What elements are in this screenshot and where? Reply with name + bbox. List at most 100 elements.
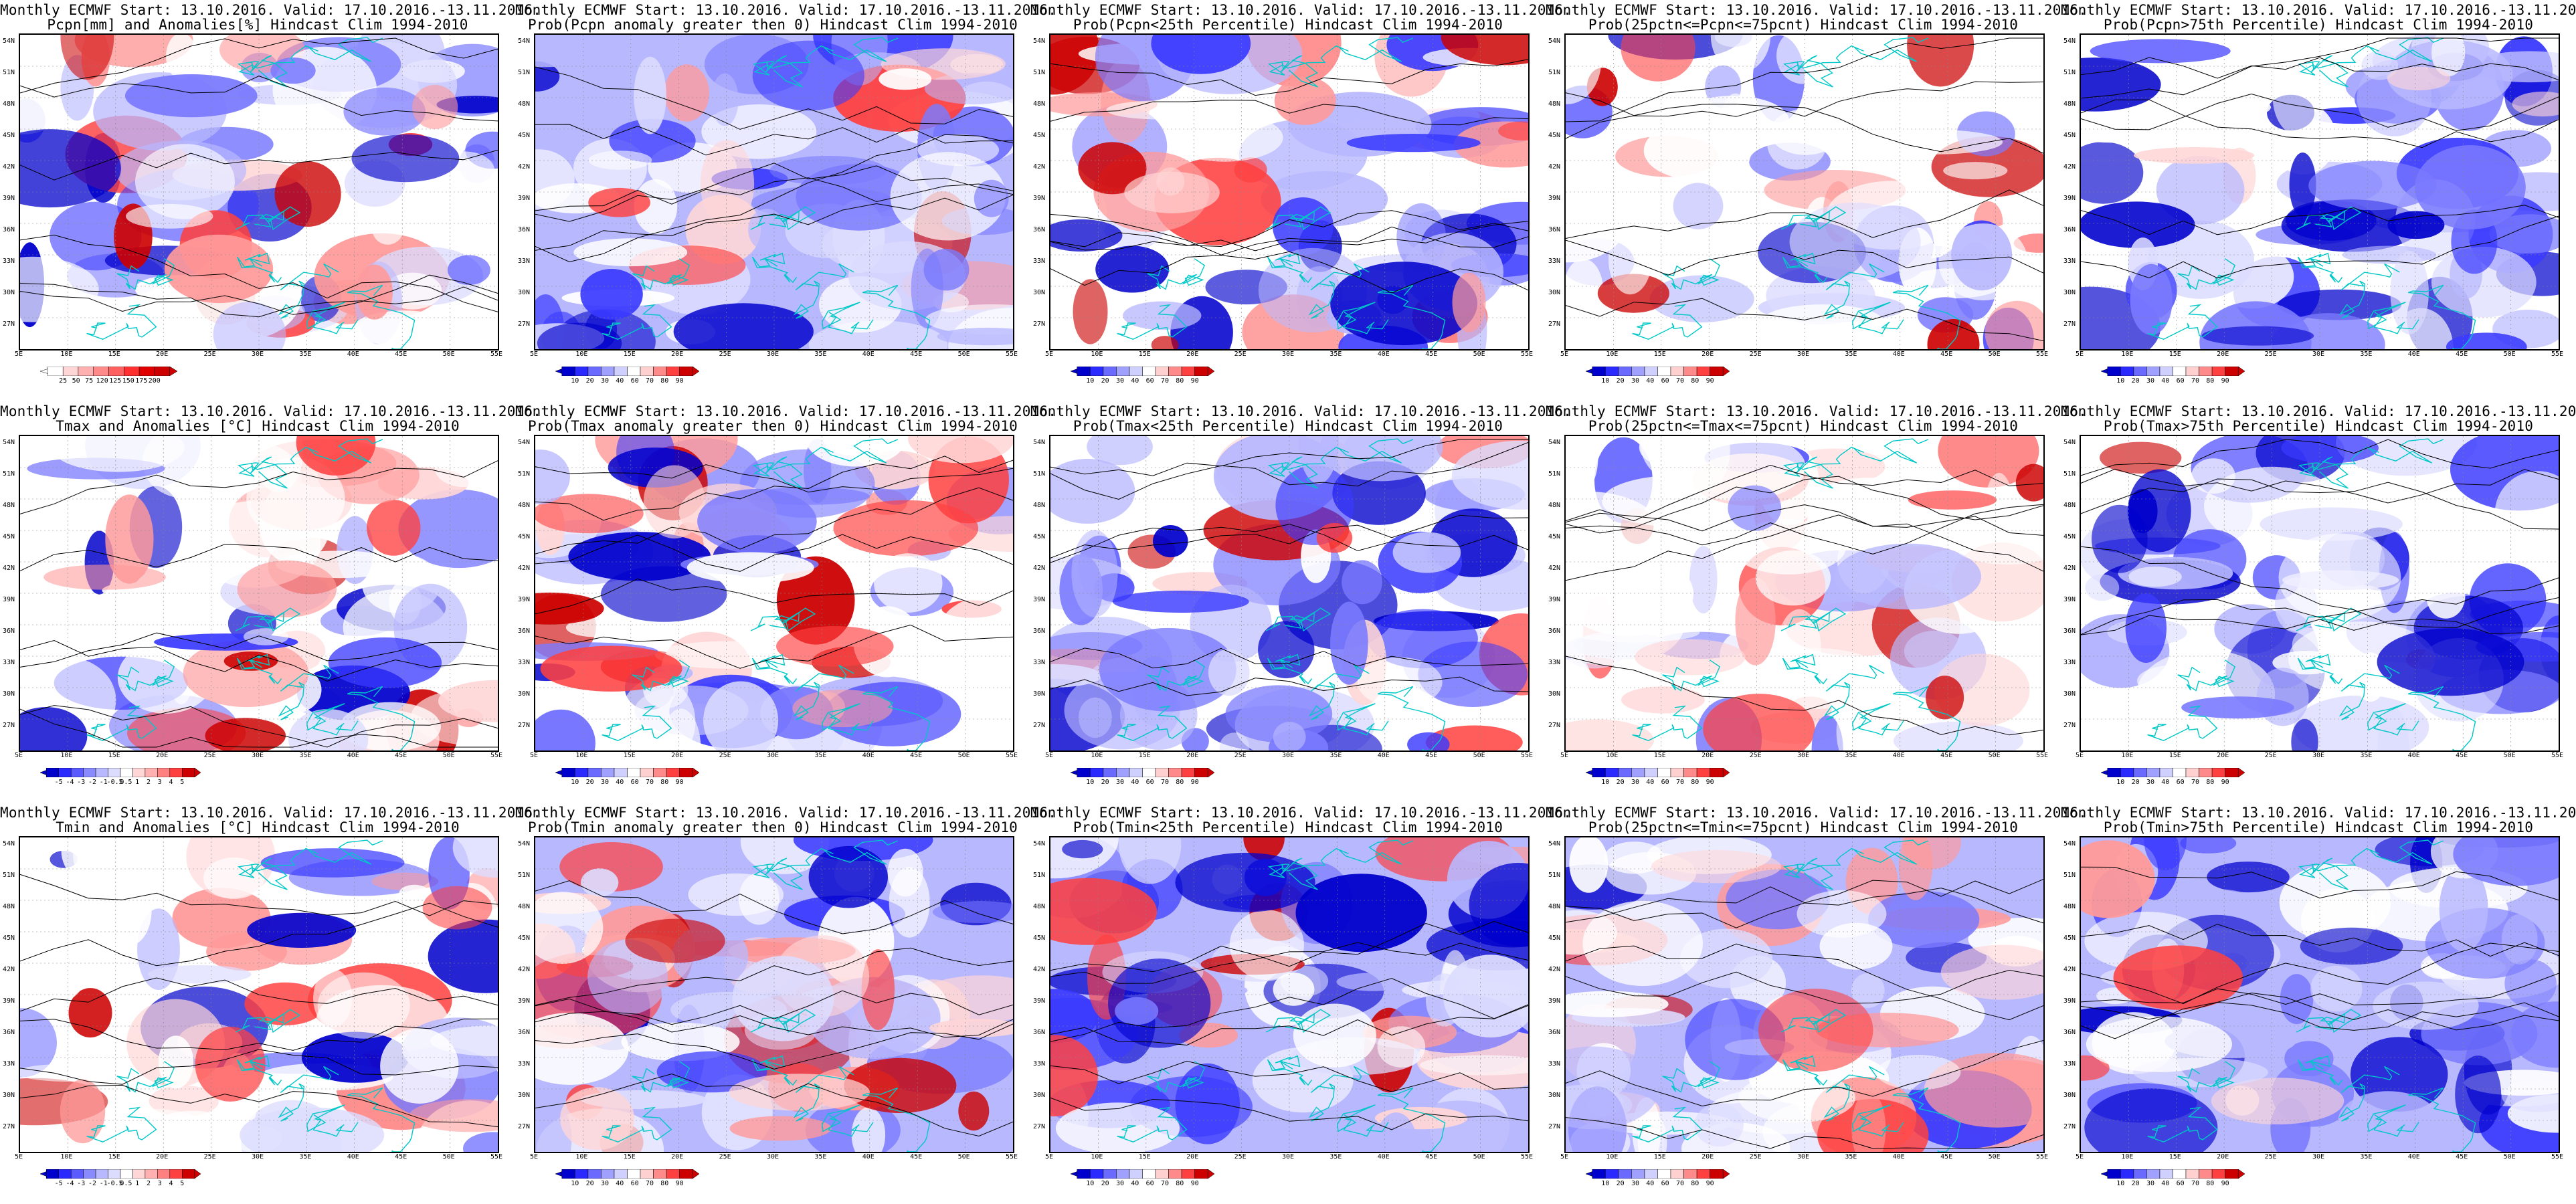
colorbar-tick-label: 10 xyxy=(1086,779,1095,786)
lon-tick-label: 25E xyxy=(1749,752,1762,759)
lat-tick-label: 45N xyxy=(518,533,531,540)
forecast-map xyxy=(1564,836,2045,1153)
lat-tick-label: 42N xyxy=(1548,565,1561,572)
lon-tick-label: 45E xyxy=(1425,752,1438,759)
colorbar-tick-label: 80 xyxy=(660,1180,669,1187)
lon-tick-label: 20E xyxy=(1186,752,1199,759)
colorbar xyxy=(555,1169,699,1179)
lon-tick-label: 40E xyxy=(862,752,875,759)
lon-tick-label: 40E xyxy=(862,1153,875,1161)
colorbar-tick-label: 40 xyxy=(2161,779,2170,786)
lon-tick-label: 55E xyxy=(1005,350,1018,358)
lon-axis: 5E 10E 15E 20E 25E 30E 35E 40E 45E 50E 55E xyxy=(15,350,502,360)
lat-tick-label: 27N xyxy=(1033,1123,1046,1130)
panel-title-field: Tmin and Anomalies [°C] Hindcast Clim 19… xyxy=(56,819,460,835)
colorbar xyxy=(40,1169,201,1179)
lat-tick-label: 39N xyxy=(3,997,15,1005)
forecast-map xyxy=(1564,435,2045,752)
shaded-field xyxy=(535,436,1013,750)
forecast-panel: Monthly ECMWF Start: 13.10.2016. Valid: … xyxy=(1030,401,1572,803)
colorbar-tick-label: -1 xyxy=(99,779,108,786)
lon-tick-label: 10E xyxy=(2121,350,2134,358)
lat-tick-label: 51N xyxy=(2063,470,2076,478)
lon-tick-label: 10E xyxy=(575,350,588,358)
lat-tick-label: 48N xyxy=(2063,903,2076,910)
shaded-field xyxy=(1050,436,1528,750)
panel-title-field: Prob(Tmax<25th Percentile) Hindcast Clim… xyxy=(1073,418,1503,434)
lon-axis: 5E 10E 15E 20E 25E 30E 35E 40E 45E 50E 55E xyxy=(1560,1153,2048,1163)
colorbar-tick-label: -3 xyxy=(77,1180,86,1187)
colorbar-tick-label: 70 xyxy=(645,779,654,786)
shaded-field xyxy=(20,35,498,349)
colorbar-tick-label: 3 xyxy=(157,779,162,786)
lat-tick-label: 36N xyxy=(3,1029,15,1036)
colorbar-tick-label: 80 xyxy=(1176,1180,1184,1187)
panel-title-run: Monthly ECMWF Start: 13.10.2016. Valid: … xyxy=(2061,2,2576,18)
lon-tick-label: 30E xyxy=(1797,350,1810,358)
lon-tick-label: 45E xyxy=(395,350,407,358)
colorbar-tick-label: 70 xyxy=(1160,377,1170,385)
lat-tick-label: 54N xyxy=(2063,439,2076,446)
lat-tick-label: 51N xyxy=(518,872,531,879)
lat-tick-label: 39N xyxy=(1548,195,1561,202)
lon-tick-label: 10E xyxy=(2121,752,2134,759)
lon-tick-label: 45E xyxy=(910,752,923,759)
lon-tick-label: 40E xyxy=(1377,752,1390,759)
lat-tick-label: 33N xyxy=(2063,1060,2076,1068)
colorbar-tick-label: 10 xyxy=(2116,1180,2125,1187)
colorbar-tick-label: 10 xyxy=(1601,1180,1610,1187)
lat-tick-label: 51N xyxy=(1033,69,1046,76)
colorbar-tick-label: 10 xyxy=(1086,377,1095,385)
lon-tick-label: 35E xyxy=(1329,1153,1342,1161)
lon-tick-label: 40E xyxy=(347,752,359,759)
lat-tick-label: 45N xyxy=(2063,533,2076,540)
lat-tick-label: 30N xyxy=(1033,289,1046,296)
colorbar-ticks: 10 20 30 40 60 70 80 90 xyxy=(1586,377,1730,385)
lon-tick-label: 35E xyxy=(814,752,827,759)
lat-tick-label: 27N xyxy=(1033,320,1046,328)
forecast-map xyxy=(1049,33,1530,350)
lon-tick-label: 30E xyxy=(1797,752,1810,759)
lat-tick-label: 33N xyxy=(518,659,531,666)
lat-tick-label: 30N xyxy=(518,690,531,698)
lon-tick-label: 35E xyxy=(2360,350,2373,358)
lat-tick-label: 30N xyxy=(1548,1092,1561,1099)
colorbar-tick-label: 20 xyxy=(1616,779,1625,786)
lon-tick-label: 30E xyxy=(1281,350,1295,358)
colorbar-tick-label: 80 xyxy=(1691,779,1699,786)
lon-tick-label: 40E xyxy=(1892,1153,1905,1161)
forecast-panel: Monthly ECMWF Start: 13.10.2016. Valid: … xyxy=(0,401,541,803)
lat-tick-label: 36N xyxy=(1033,1029,1046,1036)
colorbar-tick-label: 60 xyxy=(1661,377,1669,385)
lat-tick-label: 54N xyxy=(1548,37,1561,45)
lon-tick-label: 25E xyxy=(1234,1153,1247,1161)
colorbar-tick-label: 4 xyxy=(169,1180,173,1187)
lat-tick-label: 39N xyxy=(518,596,531,603)
colorbar-tick-label: 80 xyxy=(1176,779,1184,786)
lat-tick-label: 36N xyxy=(1033,627,1046,635)
lat-tick-label: 27N xyxy=(3,320,15,328)
colorbar-tick-label: 40 xyxy=(616,1180,624,1187)
lon-tick-label: 30E xyxy=(251,350,264,358)
colorbar-tick-label: 40 xyxy=(616,779,624,786)
panel-title-run: Monthly ECMWF Start: 13.10.2016. Valid: … xyxy=(1546,805,2088,821)
lat-tick-label: 27N xyxy=(518,722,531,729)
colorbar-tick-label: 70 xyxy=(2191,779,2200,786)
colorbar-tick-label: 2 xyxy=(146,779,151,786)
lon-tick-label: 45E xyxy=(910,1153,923,1161)
panel-title-run: Monthly ECMWF Start: 13.10.2016. Valid: … xyxy=(2061,805,2576,821)
lon-tick-label: 35E xyxy=(2360,752,2373,759)
lat-tick-label: 48N xyxy=(1033,100,1046,108)
panel-title-run: Monthly ECMWF Start: 13.10.2016. Valid: … xyxy=(1030,403,1572,419)
lon-tick-label: 10E xyxy=(575,752,588,759)
panel-title-field: Prob(Pcpn>75th Percentile) Hindcast Clim… xyxy=(2103,17,2534,33)
forecast-panel: Monthly ECMWF Start: 13.10.2016. Valid: … xyxy=(1546,401,2087,803)
colorbar-tick-label: -0.5 xyxy=(106,1180,123,1187)
forecast-panel: Monthly ECMWF Start: 13.10.2016. Valid: … xyxy=(1030,0,1572,401)
lon-axis: 5E 10E 15E 20E 25E 30E 35E 40E 45E 50E 55E xyxy=(2076,350,2563,360)
colorbar-tick-label: 20 xyxy=(1616,377,1625,385)
forecast-panel: Monthly ECMWF Start: 13.10.2016. Valid: … xyxy=(1030,803,1572,1204)
colorbar xyxy=(1586,1169,1730,1179)
panel-title-field: Prob(Tmax anomaly greater then 0) Hindca… xyxy=(527,418,1018,434)
lon-tick-label: 45E xyxy=(1940,1153,1953,1161)
